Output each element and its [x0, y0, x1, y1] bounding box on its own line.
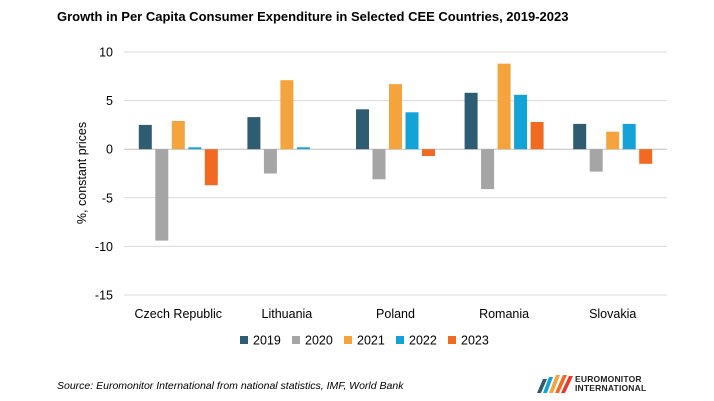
x-category-label: Lithuania	[262, 307, 313, 321]
bar-2022-lithuania	[296, 147, 310, 150]
bar-2021-slovakia	[606, 131, 620, 150]
x-category-label: Slovakia	[589, 307, 636, 321]
x-axis-categories: Czech Republic Lithuania Poland Romania Slov…	[135, 307, 637, 321]
bar-2023-romania	[530, 122, 544, 150]
bar-2023-czech-republic	[204, 149, 218, 186]
y-tick-label: 10	[99, 46, 113, 60]
bar-2022-poland	[405, 112, 419, 150]
bar-2019-czech-republic	[138, 124, 152, 150]
legend-label: 2021	[357, 334, 385, 348]
euromonitor-logo: EUROMONITOR INTERNATIONAL	[537, 373, 697, 395]
chart-title: Growth in Per Capita Consumer Expenditur…	[57, 9, 569, 24]
y-axis-ticks: 10 5 0 -5 -10 -15	[95, 46, 113, 303]
bar-2020-czech-republic	[155, 149, 169, 241]
x-category-label: Poland	[376, 307, 415, 321]
legend-label: 2022	[409, 334, 437, 348]
bar-2022-slovakia	[622, 123, 636, 150]
bar-2019-romania	[464, 92, 478, 150]
bar-2021-romania	[497, 63, 511, 150]
legend-label: 2019	[253, 334, 281, 348]
bar-2023-slovakia	[639, 149, 653, 164]
x-category-label: Czech Republic	[135, 307, 223, 321]
y-tick-label: 0	[106, 143, 113, 157]
bar-2021-lithuania	[280, 80, 294, 150]
source-note: Source: Euromonitor International from n…	[57, 380, 404, 392]
x-category-label: Romania	[479, 307, 529, 321]
logo-wordmark: EUROMONITOR INTERNATIONAL	[575, 374, 647, 393]
legend: 2019 2020 2021 2022 2023	[240, 334, 489, 348]
bar-2020-lithuania	[263, 149, 277, 174]
bar-2019-poland	[356, 109, 369, 150]
bar-2021-poland	[389, 84, 402, 150]
bar-2023-poland	[422, 149, 435, 156]
legend-label: 2020	[305, 334, 333, 348]
legend-swatch	[292, 336, 300, 344]
y-axis-label: %, constant prices	[75, 122, 89, 224]
bar-2022-romania	[514, 94, 528, 150]
bar-2020-romania	[481, 149, 495, 190]
bars	[138, 63, 653, 241]
bar-2022-czech-republic	[188, 147, 202, 150]
y-tick-label: -5	[102, 191, 113, 205]
legend-label: 2023	[461, 334, 489, 348]
bar-2019-slovakia	[573, 123, 587, 150]
bar-2019-lithuania	[247, 117, 261, 150]
legend-swatch	[396, 336, 404, 344]
legend-swatch	[344, 336, 352, 344]
logo-stripes-icon	[537, 375, 573, 393]
y-tick-label: -10	[95, 240, 113, 254]
bar-2020-poland	[372, 149, 386, 180]
bar-2021-czech-republic	[171, 121, 185, 150]
legend-swatch	[448, 336, 456, 344]
bar-2020-slovakia	[589, 149, 603, 172]
y-tick-label: 5	[106, 94, 113, 108]
legend-swatch	[240, 336, 248, 344]
y-tick-label: -15	[95, 289, 113, 303]
